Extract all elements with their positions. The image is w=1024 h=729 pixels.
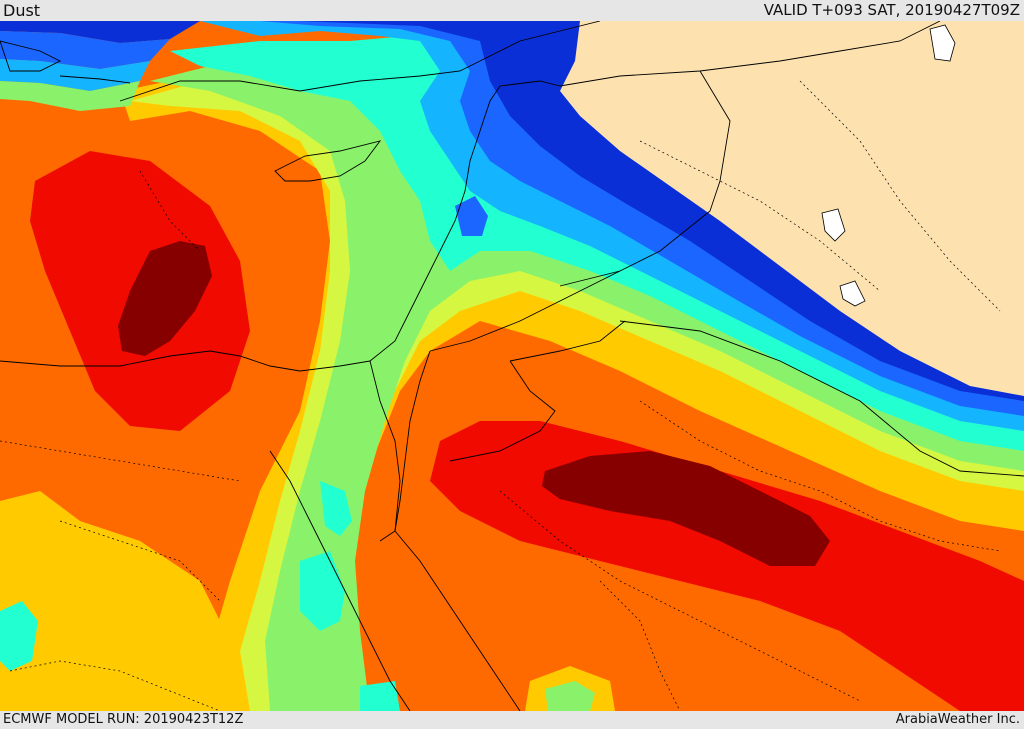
dust-layer-cyan-southwest-spot [0,601,38,671]
dust-layer-sky-northwest [0,59,150,91]
admin-boundaries [0,80,1001,711]
country-borders [0,21,1024,711]
dust-layer-dark-red-west [118,241,212,356]
dust-layer-yellow-southwest [0,491,260,711]
dust-layer-green-northwest [0,81,140,111]
dust-layer-navy-northwest [0,21,200,43]
dust-layer-red-southwest [88,271,125,321]
dust-layer-green-south [545,681,595,711]
top-bar: Dust VALID T+093 SAT, 20190427T09Z [0,0,1024,21]
model-run: ECMWF MODEL RUN: 20190423T12Z [3,712,244,727]
dust-layer-blue-spot [455,196,488,236]
lake-2 [839,280,866,307]
dust-layer-cyan-sinai-blob [320,481,352,536]
credit: ArabiaWeather Inc. [895,712,1020,727]
lake-3 [929,24,956,62]
map-title: Dust [3,1,41,20]
lake-1 [821,208,846,242]
dust-layer-cyan-redsea [300,551,345,631]
dust-forecast-map [0,21,1024,711]
dust-layer-cyan-south [360,681,400,711]
no-data-land [560,21,1024,396]
dust-layer-blue-northwest [0,31,170,69]
dust-layer-dark-red-east [542,451,830,566]
valid-time: VALID T+093 SAT, 20190427T09Z [763,1,1020,19]
bottom-bar: ECMWF MODEL RUN: 20190423T12Z ArabiaWeat… [0,711,1024,729]
